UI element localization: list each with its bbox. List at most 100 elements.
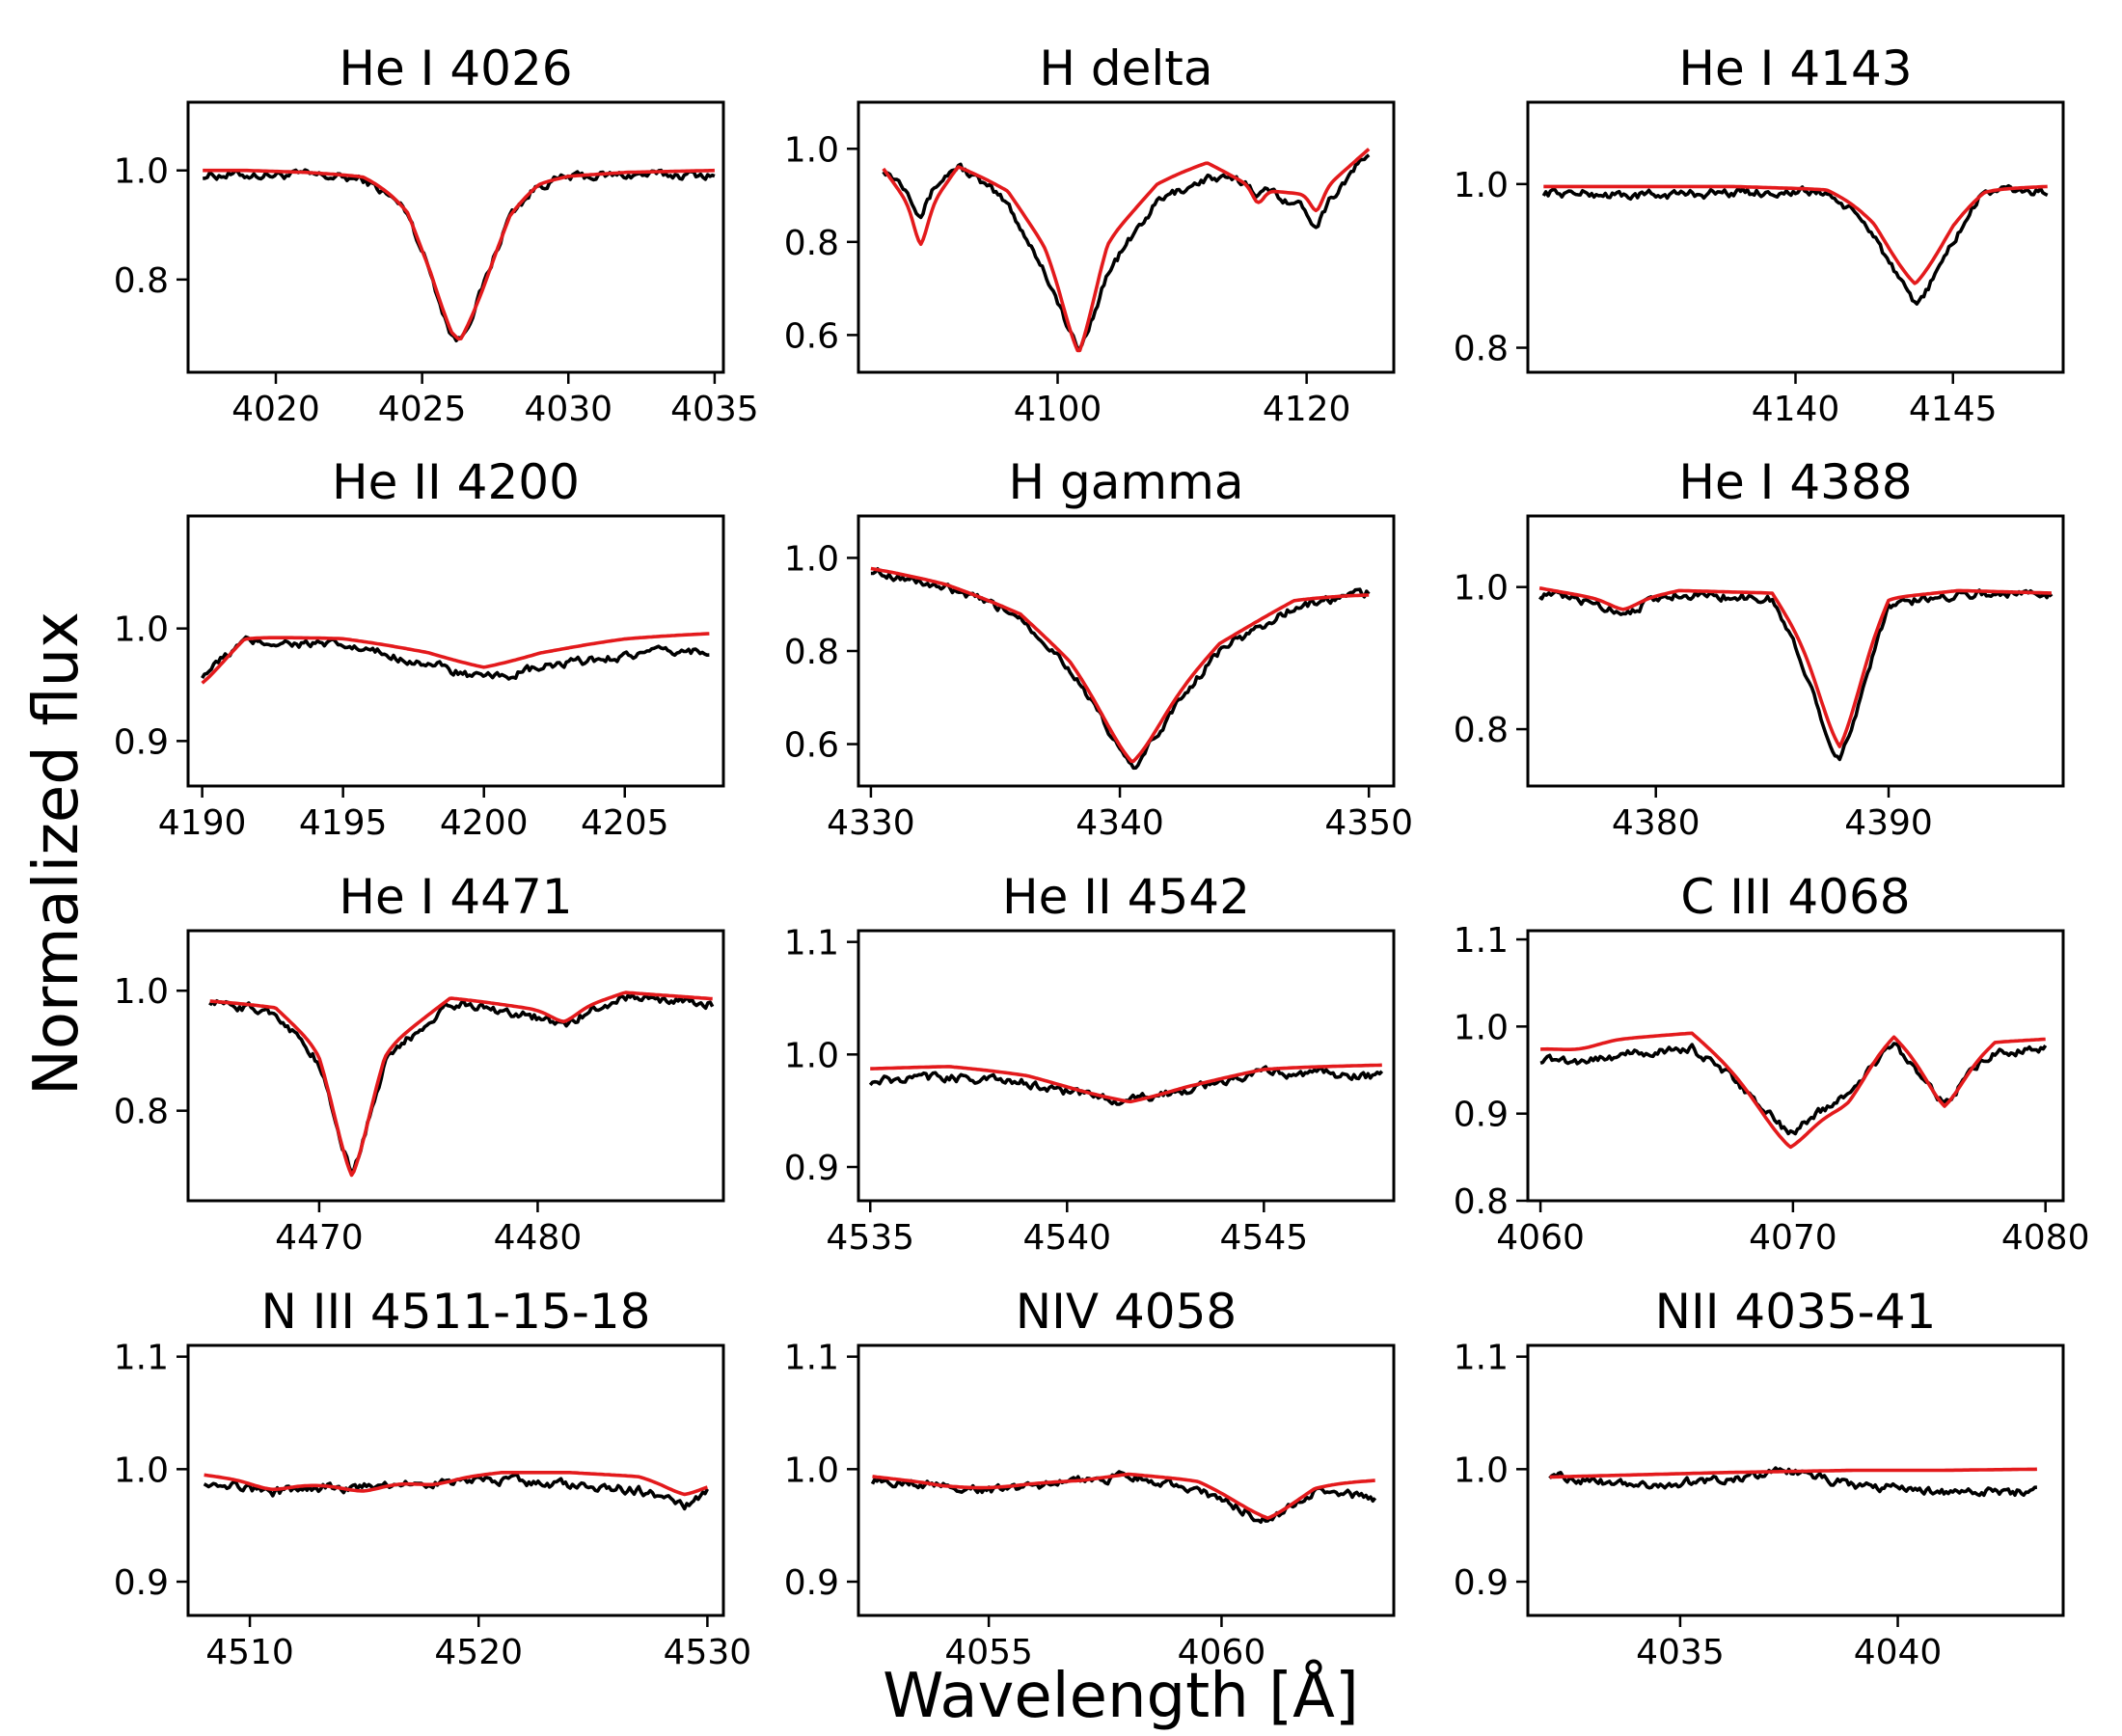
x-tick-label: 4035 [1636, 1633, 1725, 1672]
panel-title: C III 4068 [1680, 869, 1910, 925]
series-group [1539, 1031, 2048, 1150]
panel-title: He I 4388 [1678, 454, 1912, 510]
panel-8: He II 4542 4535 4540 4545 0.9 1.0 1.1 [784, 869, 1396, 1258]
panel-11: NIV 4058 4055 4060 0.9 1.0 1.1 [784, 1284, 1396, 1672]
model-spectrum-line [870, 566, 1370, 764]
x-tick-label: 4330 [827, 803, 915, 843]
axes-frame [186, 1343, 725, 1617]
model-spectrum-line [204, 1471, 708, 1497]
series-group [1548, 1466, 2037, 1498]
panel-grid: He I 4026 4020 4025 4030 4035 0.8 1.0 H delta 41… [114, 41, 2090, 1672]
axes-frame [1526, 929, 2065, 1203]
x-axis-label: Wavelength [Å] [883, 1659, 1359, 1732]
axes-frame [1526, 514, 2065, 788]
y-tick-label: 1.0 [784, 1451, 839, 1490]
panel-7: He I 4471 4470 4480 0.8 1.0 [114, 869, 725, 1258]
x-tick-label: 4030 [524, 390, 612, 429]
observed-spectrum-line [1548, 1466, 2037, 1498]
y-tick-label: 1.1 [1454, 1339, 1509, 1378]
model-spectrum-line [872, 1472, 1375, 1520]
panel-title: He II 4200 [332, 454, 580, 510]
y-tick-label: 1.0 [114, 610, 169, 650]
observed-spectrum-line [1538, 588, 2054, 762]
axes-frame [1526, 1343, 2065, 1617]
series-group [203, 1471, 710, 1511]
model-spectrum-line [203, 168, 715, 341]
x-tick-label: 4035 [670, 390, 759, 429]
axes-frame [186, 514, 725, 788]
x-tick-label: 4480 [494, 1218, 583, 1258]
panel-title: He II 4542 [1002, 869, 1250, 925]
y-tick-label: 1.0 [1454, 569, 1509, 609]
x-tick-label: 4070 [1749, 1218, 1837, 1258]
x-tick-label: 4390 [1844, 803, 1933, 843]
y-tick-label: 1.0 [1454, 1451, 1509, 1490]
y-tick-label: 0.8 [784, 224, 839, 263]
panel-10: N III 4511-15-18 4510 4520 4530 0.9 1.0 1.1 [114, 1284, 751, 1672]
observed-spectrum-line [201, 635, 710, 681]
model-spectrum-line [201, 632, 710, 685]
y-tick-label: 1.1 [784, 924, 839, 963]
y-tick-label: 0.8 [114, 261, 169, 301]
y-axis-label: Normalized flux [21, 611, 93, 1096]
x-tick-label: 4120 [1263, 390, 1351, 429]
x-tick-label: 4080 [2001, 1218, 2090, 1258]
x-tick-label: 4520 [434, 1633, 523, 1672]
y-tick-label: 1.0 [1454, 166, 1509, 205]
series-group [1538, 586, 2054, 762]
y-tick-label: 1.0 [114, 152, 169, 192]
model-spectrum-line [882, 148, 1371, 353]
panel-1: He I 4026 4020 4025 4030 4035 0.8 1.0 [114, 41, 759, 429]
x-tick-label: 4040 [1854, 1633, 1943, 1672]
axes-frame [857, 100, 1396, 374]
y-tick-label: 0.6 [784, 726, 839, 766]
y-tick-label: 1.0 [114, 972, 169, 1012]
y-tick-label: 0.9 [1454, 1563, 1509, 1603]
x-tick-label: 4020 [231, 390, 320, 429]
observed-spectrum-line [208, 992, 715, 1175]
y-tick-label: 1.0 [1454, 1008, 1509, 1047]
x-tick-label: 4540 [1022, 1218, 1111, 1258]
x-tick-label: 4340 [1075, 803, 1164, 843]
y-tick-label: 0.9 [114, 1563, 169, 1603]
x-tick-label: 4530 [664, 1633, 752, 1672]
y-tick-label: 0.9 [1454, 1096, 1509, 1135]
panel-title: H delta [1039, 41, 1212, 96]
y-tick-label: 1.0 [784, 539, 839, 579]
model-spectrum-line [1543, 184, 2048, 285]
axes-frame [857, 1343, 1396, 1617]
y-tick-label: 0.9 [784, 1563, 839, 1603]
x-tick-label: 4060 [1496, 1218, 1585, 1258]
x-tick-label: 4200 [440, 803, 529, 843]
x-tick-label: 4535 [826, 1218, 914, 1258]
observed-spectrum-line [1541, 183, 2049, 306]
x-tick-label: 4055 [944, 1633, 1033, 1672]
series-group [208, 990, 715, 1178]
x-tick-label: 4025 [378, 390, 467, 429]
model-spectrum-line [1549, 1467, 2037, 1479]
panel-title: NIV 4058 [1016, 1284, 1238, 1340]
panel-9: C III 4068 4060 4070 4080 0.8 0.9 1.0 1.1 [1454, 869, 2090, 1258]
panel-4: He II 4200 4190 4195 4200 4205 0.9 1.0 [114, 454, 725, 843]
model-spectrum-line [870, 1063, 1382, 1104]
x-tick-label: 4510 [205, 1633, 294, 1672]
y-tick-label: 1.0 [784, 130, 839, 170]
x-tick-label: 4380 [1612, 803, 1700, 843]
x-tick-label: 4545 [1220, 1218, 1309, 1258]
panel-title: N III 4511-15-18 [260, 1284, 650, 1340]
y-tick-label: 0.8 [1454, 1182, 1509, 1222]
series-group [201, 632, 710, 685]
series-group [870, 566, 1371, 771]
model-spectrum-line [1540, 1031, 2046, 1150]
y-tick-label: 0.9 [114, 722, 169, 762]
panel-6: He I 4388 4380 4390 0.8 1.0 [1454, 454, 2065, 843]
y-tick-label: 0.8 [1454, 330, 1509, 369]
x-tick-label: 4350 [1324, 803, 1413, 843]
x-tick-label: 4140 [1752, 390, 1840, 429]
y-tick-label: 1.1 [1454, 921, 1509, 961]
panel-title: He I 4143 [1678, 41, 1912, 96]
x-tick-label: 4060 [1178, 1633, 1266, 1672]
series-group [1541, 183, 2049, 306]
